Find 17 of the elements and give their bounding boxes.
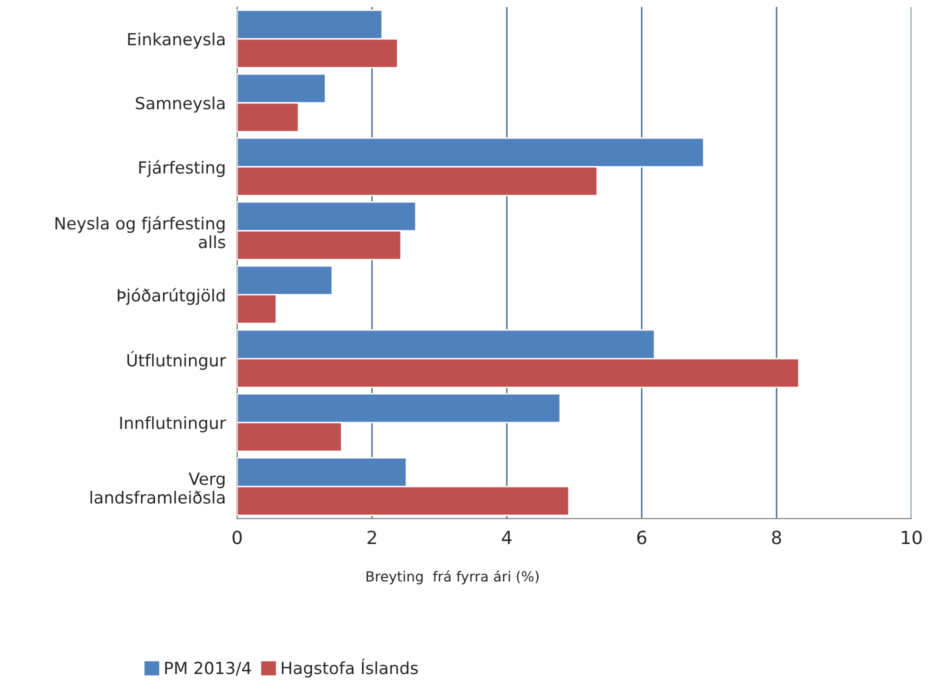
x-tick-label: 2 (368, 530, 376, 544)
y-tick-label: Innflutningur (120, 416, 226, 432)
x-tick-label: 8 (772, 530, 782, 544)
y-tick-label: Samneysla (136, 96, 225, 113)
x-tick-label: 4 (502, 530, 512, 544)
x-tick-label: 0 (232, 530, 242, 544)
y-tick-label: Þjóðarútgjöld (118, 288, 225, 305)
y-tick-label: Neysla og fjárfesting alls (56, 216, 226, 248)
x-axis-title: Breyting frá fyrra ári (%) (366, 570, 539, 584)
legend-label: PM 2013/4 (165, 662, 251, 676)
legend-label: Hagstofa Íslands (282, 658, 418, 678)
x-tick-label: 10 (902, 530, 922, 544)
y-tick-label: Einkaneysla (128, 32, 225, 49)
y-tick-label: Verg landsframleiðsla (90, 472, 225, 504)
y-tick-label: Útflutningur (127, 350, 226, 370)
x-tick-label: 6 (637, 530, 646, 544)
y-tick-label: Fjárfesting (139, 160, 225, 177)
